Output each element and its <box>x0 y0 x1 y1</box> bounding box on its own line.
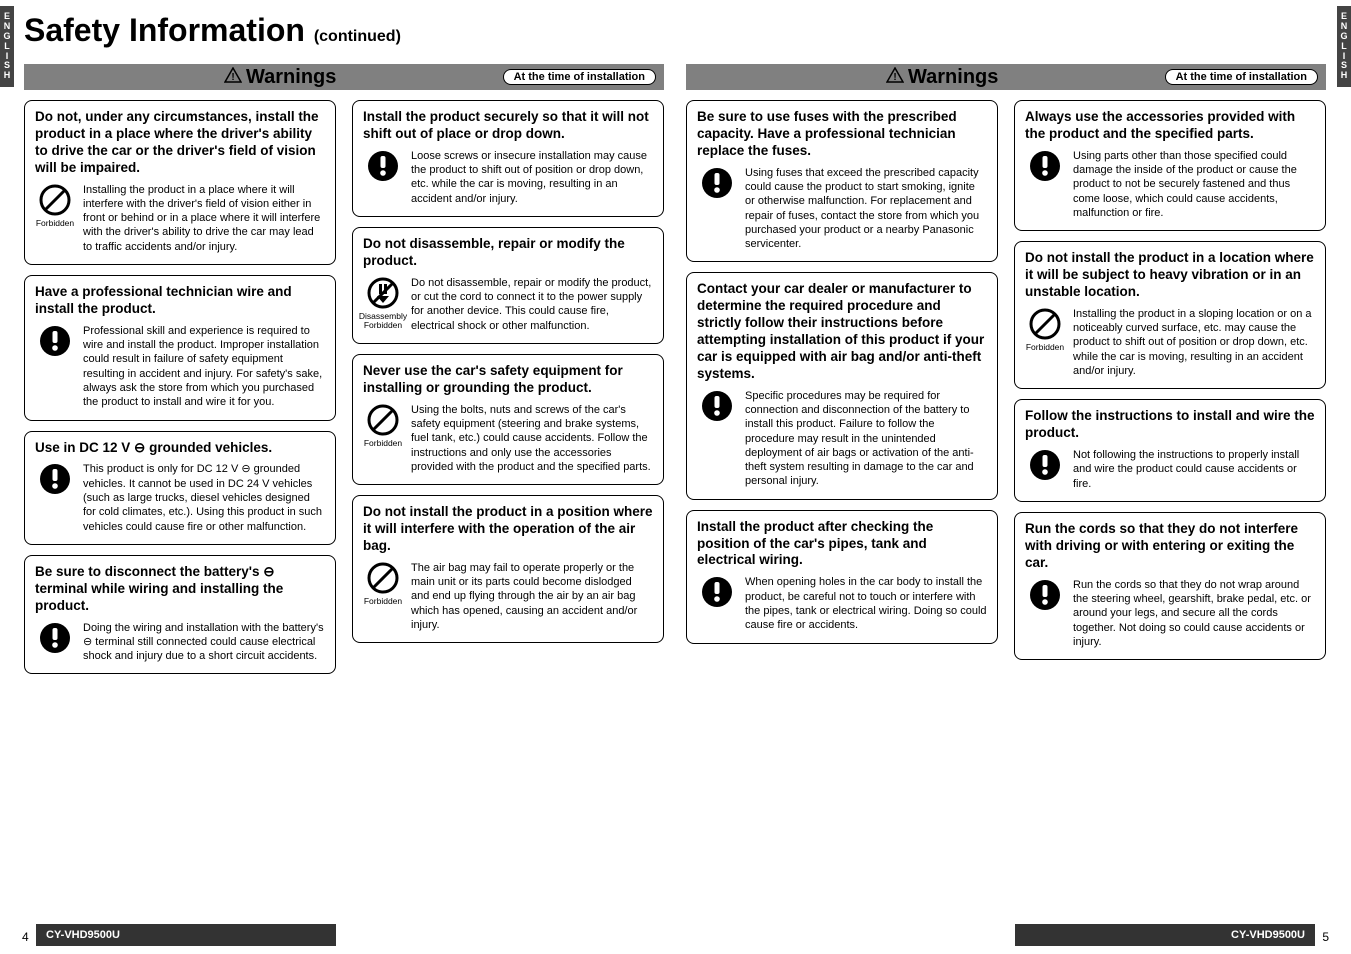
safety-card: Contact your car dealer or manufacturer … <box>686 272 998 499</box>
page-number-left: 4 <box>22 930 29 944</box>
safety-card: Never use the car's safety equipment for… <box>352 354 664 485</box>
warnings-text: Warnings <box>246 66 336 89</box>
icon-label: Forbidden <box>36 219 74 228</box>
card-title: Always use the accessories provided with… <box>1025 109 1315 143</box>
footer-model-right: CY-VHD9500U <box>1015 924 1315 946</box>
card-body-text: When opening holes in the car body to in… <box>745 575 987 632</box>
card-body-text: Installing the product in a sloping loca… <box>1073 307 1315 378</box>
lang-tab-text: E N G L I S H <box>0 12 14 81</box>
mandatory-icon <box>1028 149 1062 183</box>
card-title: Do not install the product in a position… <box>363 504 653 555</box>
footer-model-left: CY-VHD9500U <box>36 924 336 946</box>
safety-card: Do not, under any circumstances, install… <box>24 100 336 265</box>
svg-text:!: ! <box>231 72 234 83</box>
card-body-text: Not following the instructions to proper… <box>1073 448 1315 491</box>
mandatory-icon <box>1028 448 1062 482</box>
icon-label: Disassembly Forbidden <box>359 312 407 330</box>
card-body-text: Installing the product in a place where … <box>83 183 325 254</box>
mandatory-icon <box>700 389 734 423</box>
safety-card: Install the product after checking the p… <box>686 510 998 644</box>
icon-label: Forbidden <box>364 597 402 606</box>
install-pill: At the time of installation <box>503 69 656 85</box>
left-col-2: Install the product securely so that it … <box>352 100 664 674</box>
mandatory-icon <box>366 149 400 183</box>
mandatory-icon <box>700 166 734 200</box>
card-title: Do not, under any circumstances, install… <box>35 109 325 177</box>
right-page-columns: Be sure to use fuses with the prescribed… <box>686 100 1326 660</box>
warning-triangle-icon: ! <box>224 67 242 88</box>
title-main: Safety Information <box>24 12 305 48</box>
card-body-text: Using parts other than those specified c… <box>1073 149 1315 220</box>
model-text: CY-VHD9500U <box>1231 929 1305 941</box>
safety-card: Install the product securely so that it … <box>352 100 664 217</box>
card-body-text: Specific procedures may be required for … <box>745 389 987 489</box>
card-title: Install the product securely so that it … <box>363 109 653 143</box>
forbidden-icon <box>1028 307 1062 341</box>
card-body-text: Do not disassemble, repair or modify the… <box>411 276 653 333</box>
safety-card: Follow the instructions to install and w… <box>1014 399 1326 502</box>
lang-tab-left: E N G L I S H <box>0 6 14 87</box>
card-body-text: This product is only for DC 12 V ⊖ groun… <box>83 462 325 533</box>
card-body-text: Run the cords so that they do not wrap a… <box>1073 578 1315 649</box>
page-number-right: 5 <box>1322 930 1329 944</box>
card-title: Follow the instructions to install and w… <box>1025 408 1315 442</box>
mandatory-icon <box>1028 578 1062 612</box>
card-title: Run the cords so that they do not interf… <box>1025 521 1315 572</box>
forbidden-icon <box>366 403 400 437</box>
safety-card: Do not install the product in a position… <box>352 495 664 643</box>
warnings-label: ! Warnings <box>224 66 336 89</box>
page-title: Safety Information (continued) <box>24 12 401 49</box>
mandatory-icon <box>38 621 72 655</box>
card-title: Contact your car dealer or manufacturer … <box>697 281 987 382</box>
mandatory-icon <box>38 324 72 358</box>
safety-card: Run the cords so that they do not interf… <box>1014 512 1326 660</box>
left-col-1: Do not, under any circumstances, install… <box>24 100 336 674</box>
install-pill: At the time of installation <box>1165 69 1318 85</box>
right-col-1: Be sure to use fuses with the prescribed… <box>686 100 998 660</box>
right-col-2: Always use the accessories provided with… <box>1014 100 1326 660</box>
safety-card: Do not disassemble, repair or modify the… <box>352 227 664 344</box>
safety-card: Be sure to use fuses with the prescribed… <box>686 100 998 262</box>
safety-card: Always use the accessories provided with… <box>1014 100 1326 231</box>
card-body-text: Using fuses that exceed the prescribed c… <box>745 166 987 252</box>
card-title: Be sure to disconnect the battery's ⊖ te… <box>35 564 325 615</box>
card-title: Do not disassemble, repair or modify the… <box>363 236 653 270</box>
safety-card: Be sure to disconnect the battery's ⊖ te… <box>24 555 336 675</box>
card-body-text: Using the bolts, nuts and screws of the … <box>411 403 653 474</box>
icon-label: Forbidden <box>1026 343 1064 352</box>
svg-text:!: ! <box>893 72 896 83</box>
forbidden-icon <box>366 561 400 595</box>
safety-card: Have a professional technician wire and … <box>24 275 336 421</box>
warnings-text: Warnings <box>908 66 998 89</box>
card-title: Install the product after checking the p… <box>697 519 987 570</box>
lang-tab-text: E N G L I S H <box>1337 12 1351 81</box>
warnings-label: ! Warnings <box>886 66 998 89</box>
forbidden-icon <box>38 183 72 217</box>
title-sub: (continued) <box>314 28 401 45</box>
warnings-header-left: ! Warnings At the time of installation <box>24 64 664 90</box>
card-body-text: Doing the wiring and installation with t… <box>83 621 325 664</box>
disassembly-forbidden-icon <box>366 276 400 310</box>
card-title: Have a professional technician wire and … <box>35 284 325 318</box>
safety-card: Do not install the product in a location… <box>1014 241 1326 389</box>
card-body-text: Loose screws or insecure installation ma… <box>411 149 653 206</box>
card-title: Do not install the product in a location… <box>1025 250 1315 301</box>
card-title: Use in DC 12 V ⊖ grounded vehicles. <box>35 440 325 457</box>
warning-triangle-icon: ! <box>886 67 904 88</box>
card-title: Be sure to use fuses with the prescribed… <box>697 109 987 160</box>
mandatory-icon <box>38 462 72 496</box>
model-text: CY-VHD9500U <box>46 929 120 941</box>
lang-tab-right: E N G L I S H <box>1337 6 1351 87</box>
card-body-text: The air bag may fail to operate properly… <box>411 561 653 632</box>
left-page-columns: Do not, under any circumstances, install… <box>24 100 664 674</box>
warnings-header-right: ! Warnings At the time of installation <box>686 64 1326 90</box>
card-title: Never use the car's safety equipment for… <box>363 363 653 397</box>
icon-label: Forbidden <box>364 439 402 448</box>
card-body-text: Professional skill and experience is req… <box>83 324 325 410</box>
safety-card: Use in DC 12 V ⊖ grounded vehicles. This… <box>24 431 336 545</box>
mandatory-icon <box>700 575 734 609</box>
